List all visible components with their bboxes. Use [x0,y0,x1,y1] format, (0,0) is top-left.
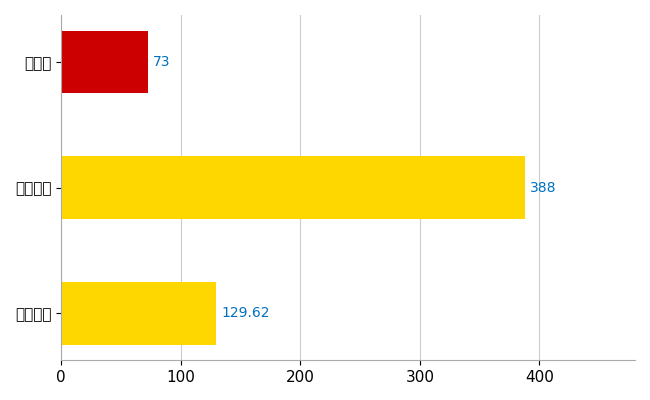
Bar [61,156,525,219]
Bar [61,31,148,94]
Text: 388: 388 [530,181,556,195]
Text: 129.62: 129.62 [221,306,270,320]
Text: 73: 73 [153,55,171,69]
Bar [61,282,216,344]
